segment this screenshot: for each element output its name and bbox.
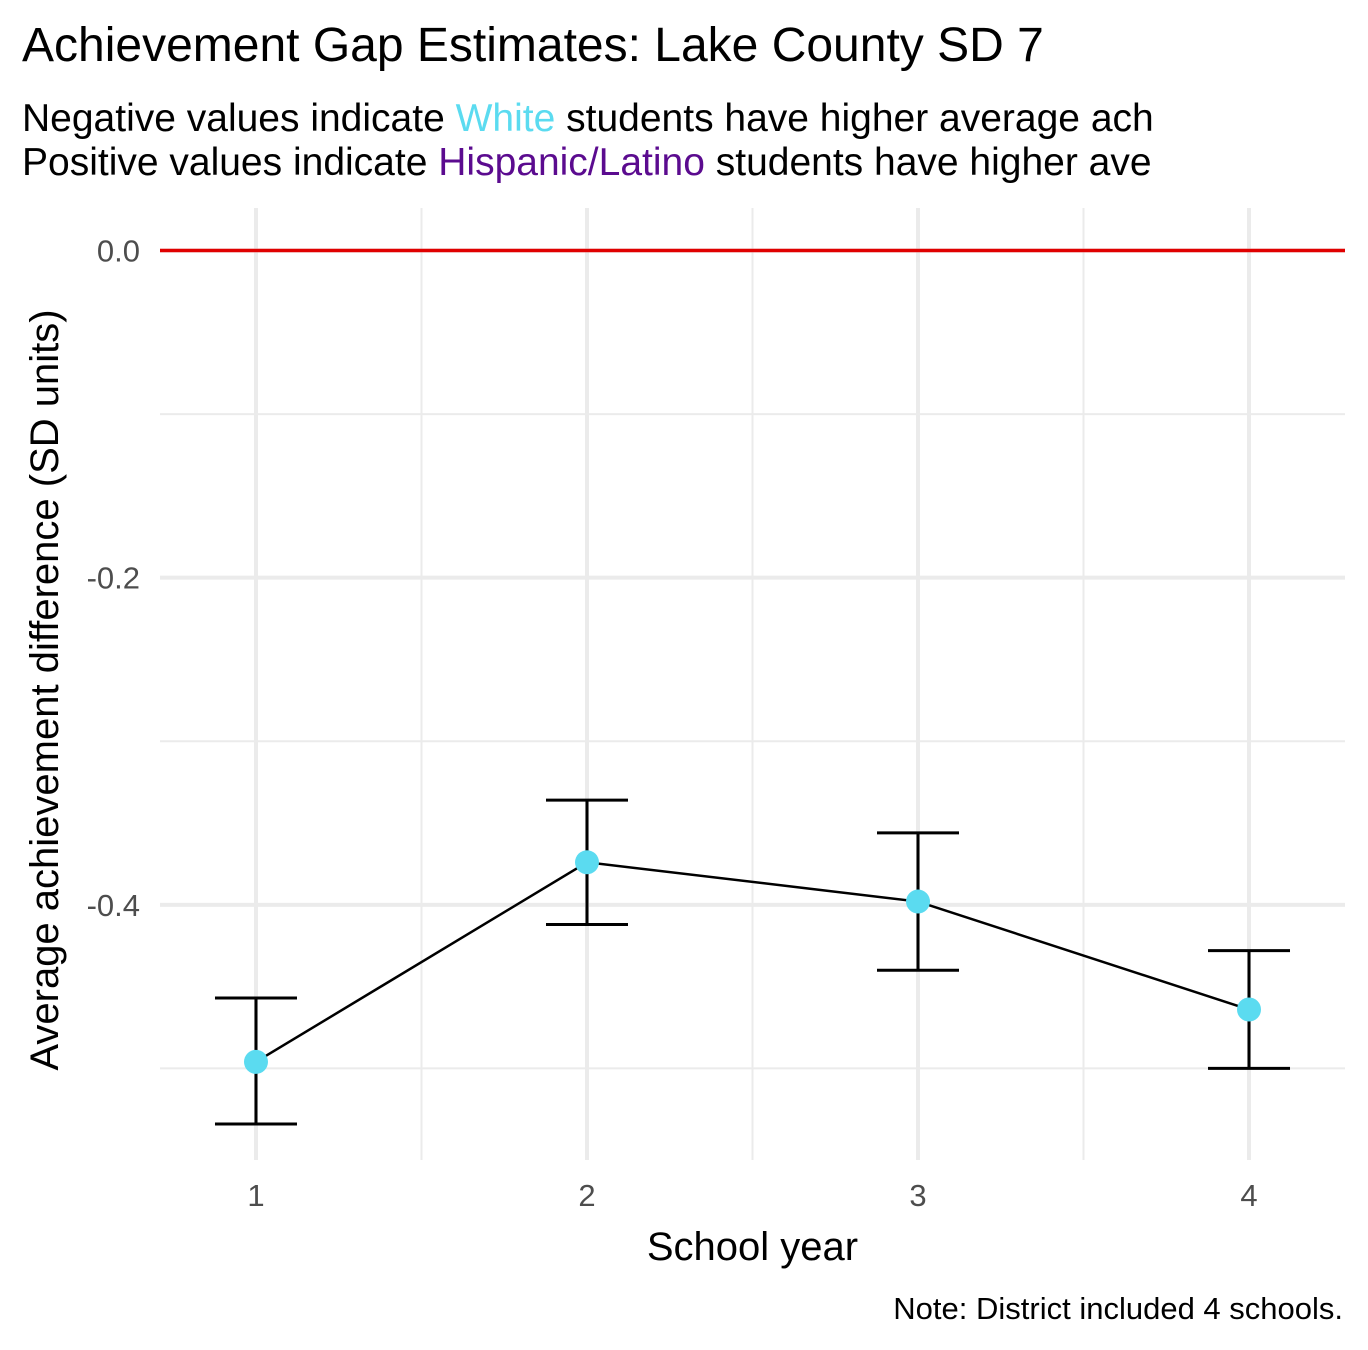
subtitle-1-suffix: students have higher average ach [555,97,1154,140]
data-point [574,850,599,875]
x-tick-label: 2 [578,1178,595,1213]
y-tick-label: -0.2 [87,561,140,596]
y-tick-label: 0.0 [97,234,140,269]
x-axis-title: School year [647,1225,858,1269]
subtitle-2-suffix: students have higher ave [704,141,1152,184]
x-tick-label: 3 [909,1178,926,1213]
subtitle-group-white: White [455,97,556,140]
subtitle-1-prefix: Negative values indicate [22,97,456,140]
x-tick-label: 4 [1240,1178,1257,1213]
chart-title: Achievement Gap Estimates: Lake County S… [22,19,1044,72]
y-tick-label: -0.4 [87,888,140,923]
chart-subtitle-line-2: Positive values indicate Hispanic/Latino… [22,143,1152,182]
x-tick-label: 1 [247,1178,264,1213]
chart-subtitle-line-1: Negative values indicate White students … [22,99,1154,138]
data-point [1237,997,1262,1022]
chart-caption: Note: District included 4 schools. [893,1291,1343,1326]
subtitle-group-hispanic: Hispanic/Latino [438,141,705,184]
series-line [255,861,1250,1063]
data-point [243,1049,268,1074]
data-point [906,889,931,914]
y-axis-title: Average achievement difference (SD units… [23,309,67,1070]
subtitle-2-prefix: Positive values indicate [22,141,439,184]
